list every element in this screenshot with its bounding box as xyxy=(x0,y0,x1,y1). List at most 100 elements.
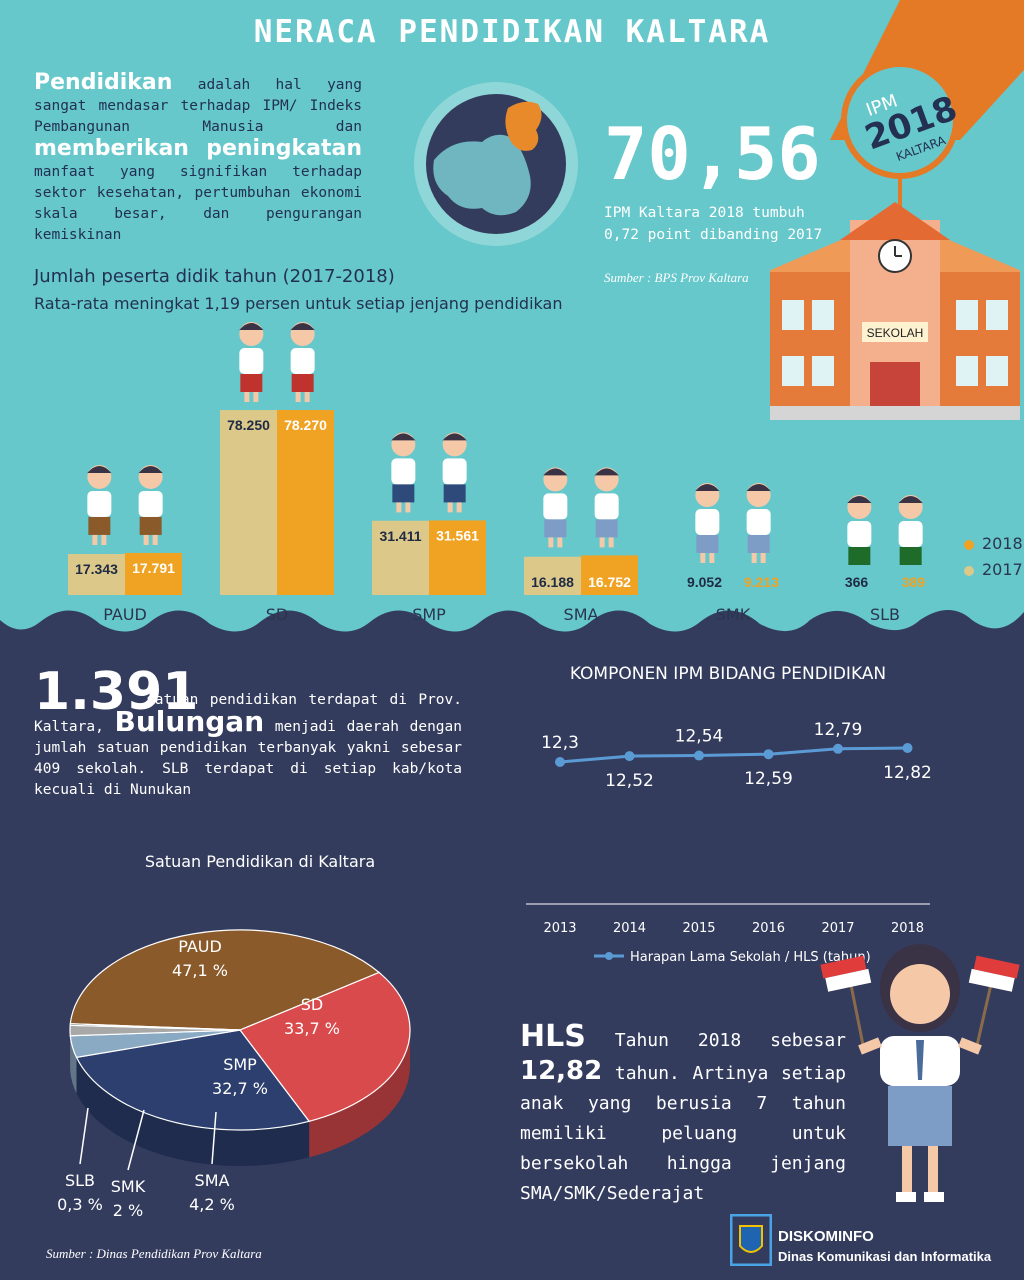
intro-text-2: manfaat yang signifikan terhadap sektor … xyxy=(34,164,362,243)
legend-point-swatch xyxy=(605,952,613,960)
hls-value-label-2017: 12,79 xyxy=(814,720,863,740)
legend-label-2018: 2018 xyxy=(982,534,1023,553)
student-shirt xyxy=(594,493,619,520)
student-bottom xyxy=(747,535,770,553)
student-leg xyxy=(599,537,605,548)
hls-point-2013 xyxy=(555,757,565,767)
bar-label-2018-smp: 31.561 xyxy=(436,527,479,543)
pie-slice-slb xyxy=(69,1023,241,1031)
category-label-paud: PAUD xyxy=(103,605,147,624)
student-hair xyxy=(391,433,416,441)
student-hair xyxy=(442,433,467,441)
hls-point-2018 xyxy=(902,743,913,753)
wave-divider xyxy=(0,590,1024,632)
student-bottom xyxy=(595,519,618,538)
bar-2017-sma xyxy=(524,556,581,595)
pie-percent-slb: 0,3 % xyxy=(57,1195,103,1214)
student-leg xyxy=(152,534,158,545)
student-figure-sma-2 xyxy=(594,467,619,548)
student-shirt xyxy=(695,509,720,535)
pie-category-slb: SLB xyxy=(65,1171,95,1190)
bar-2017-smp xyxy=(372,520,429,595)
student-figure-paud-1 xyxy=(87,464,112,545)
student-hair xyxy=(138,465,163,473)
hls-value-label-2015: 12,54 xyxy=(675,727,724,747)
pie-callout-line-smk xyxy=(127,1109,145,1171)
intro-paragraph: Pendidikan adalah hal yang sangat mendas… xyxy=(34,72,362,246)
student-bottom xyxy=(443,484,466,503)
pie-callout-line-slb xyxy=(79,1107,89,1165)
student-leg xyxy=(295,392,301,402)
student-leg xyxy=(143,534,149,545)
pie-callout-line-sma xyxy=(211,1111,217,1165)
student-shirt xyxy=(290,348,315,374)
pie-category-smk: SMK xyxy=(111,1177,146,1196)
units-pie-chart: PAUD 47,1 % SD 33,7 % SMP 32,7 % SMA 4,2 % SMK 2 … xyxy=(57,929,411,1220)
student-shirt xyxy=(442,458,467,485)
school-sign: SEKOLAH xyxy=(867,326,924,340)
legend-swatch-2018 xyxy=(964,539,974,550)
units-count: 1.391 xyxy=(34,662,199,722)
bar-label-2018-paud: 17.791 xyxy=(132,560,175,576)
student-leg xyxy=(760,553,766,563)
student-bottom xyxy=(544,519,567,538)
school-illustration: SEKOLAH xyxy=(770,202,1020,420)
student-hair xyxy=(898,496,923,503)
student-shirt xyxy=(847,521,872,547)
students-subheading: Rata-rata meningkat 1,19 persen untuk se… xyxy=(34,294,563,313)
student-figure-smk-1 xyxy=(695,483,720,563)
intro-keyword-2: memberikan peningkatan xyxy=(34,136,362,161)
kaltara-map-icon xyxy=(414,82,578,246)
bar-2018-sma xyxy=(581,555,638,595)
bar-2018-sd xyxy=(277,410,334,595)
students-bar-chart: 17.343 17.791 PAUD 78.250 78.270 SD 31.411 31.5… xyxy=(68,322,925,624)
pie-side-sd xyxy=(309,1030,410,1158)
bar-label-2017-paud: 17.343 xyxy=(75,561,118,577)
bar-label-2017-smp: 31.411 xyxy=(379,528,421,544)
category-label-smk: SMK xyxy=(716,605,751,624)
bar-label-2017-smk: 9.052 xyxy=(687,574,722,590)
student-leg xyxy=(608,537,614,548)
hls-value-label-2018: 12,82 xyxy=(883,763,932,783)
bar-label-2018-sma: 16.752 xyxy=(588,574,631,590)
legend-label-2017: 2017 xyxy=(982,560,1023,579)
student-shirt xyxy=(543,493,568,520)
student-girl-illustration xyxy=(820,944,1020,1202)
pie-percent-smp: 32,7 % xyxy=(212,1079,268,1098)
hls-point-2017 xyxy=(833,743,843,754)
page-title: NERACA PENDIDIKAN KALTARA xyxy=(253,14,771,50)
student-leg xyxy=(253,392,259,402)
hls-text-1: Tahun 2018 sebesar xyxy=(585,1030,846,1051)
student-leg xyxy=(709,553,715,563)
student-shirt xyxy=(746,509,771,535)
student-hair xyxy=(87,465,112,473)
x-tick-2018: 2018 xyxy=(891,921,924,936)
category-label-sd: SD xyxy=(266,605,288,624)
student-figure-smp-2 xyxy=(442,432,467,513)
x-tick-2014: 2014 xyxy=(613,921,646,936)
student-leg xyxy=(101,534,107,545)
pie-side-sma xyxy=(70,1035,77,1094)
bar-2018-smp xyxy=(429,520,486,595)
pie-percent-smk: 2 % xyxy=(113,1201,143,1220)
student-leg xyxy=(304,392,310,402)
bar-2018-paud xyxy=(125,552,182,595)
legend-swatch-2017 xyxy=(964,565,974,576)
student-leg xyxy=(447,502,453,513)
bar-2017-paud xyxy=(68,554,125,595)
pie-side-smp xyxy=(76,1057,310,1166)
units-text-1: satuan pendidikan terdapat di Prov. Kalt… xyxy=(34,692,462,735)
bar-label-2018-sd: 78.270 xyxy=(284,417,327,433)
footer-org-name: DISKOMINFO xyxy=(778,1228,874,1245)
hls-point-2014 xyxy=(624,751,635,762)
diskominfo-logo-icon xyxy=(730,1214,772,1266)
student-leg xyxy=(548,537,554,548)
pie-category-sd: SD xyxy=(301,995,323,1014)
bar-label-2018-smk: 9.213 xyxy=(744,574,779,590)
pie-slice-sd xyxy=(239,971,411,1123)
student-figure-slb-1 xyxy=(847,495,872,565)
student-figure-paud-2 xyxy=(138,464,163,545)
student-leg xyxy=(557,537,563,548)
hls-text-2: tahun. Artinya setiap anak yang berusia … xyxy=(520,1063,846,1204)
units-bulungan: Bulungan xyxy=(114,705,265,738)
